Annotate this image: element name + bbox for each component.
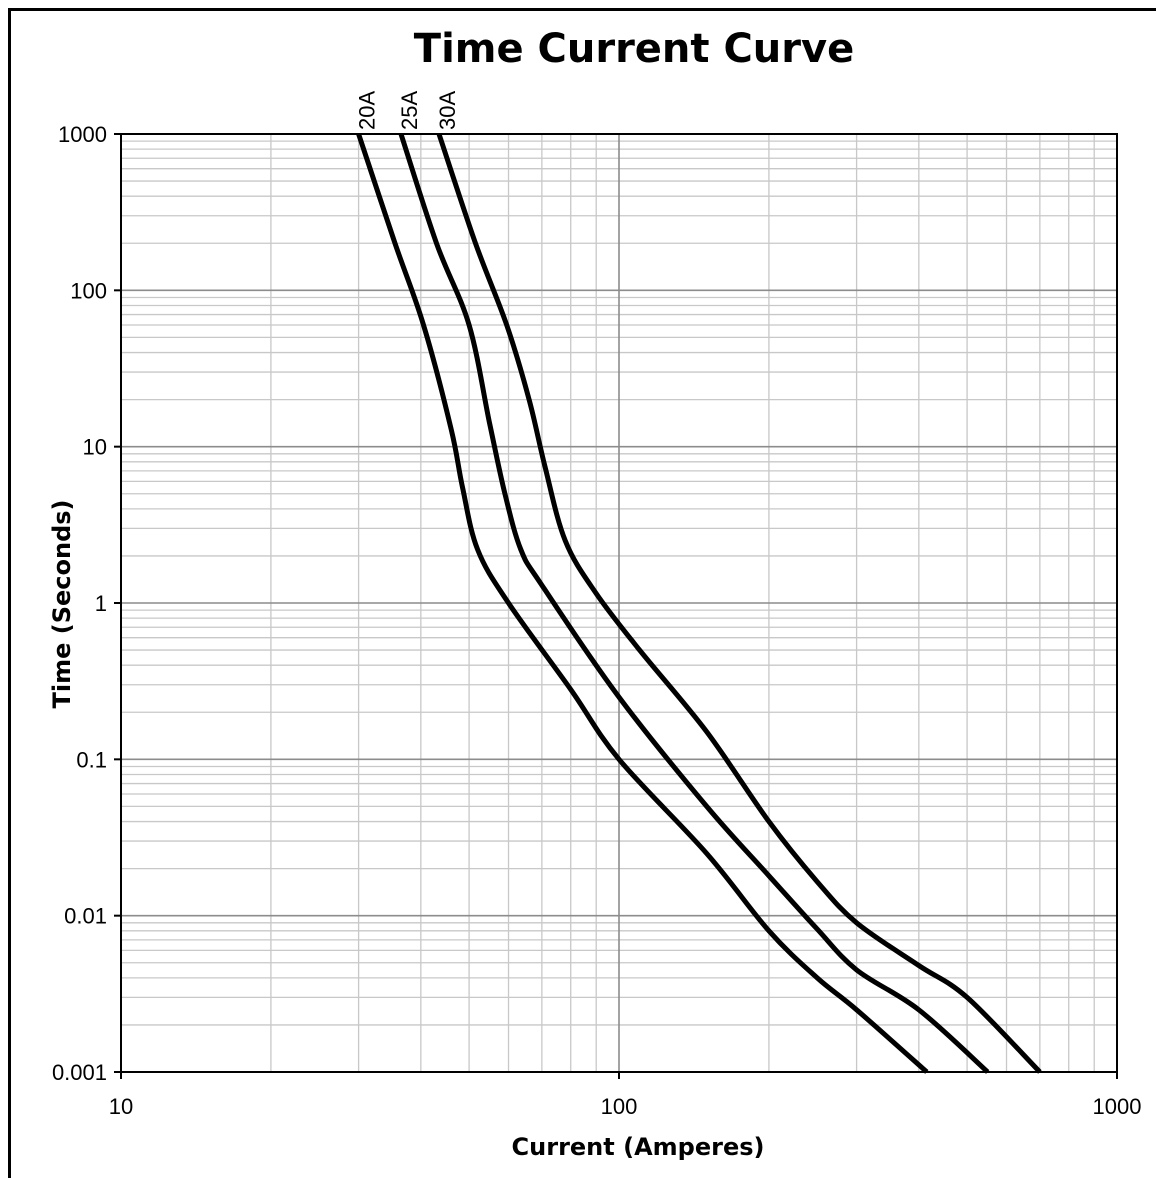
- series-curves: [356, 133, 1042, 1074]
- x-tick-label: 100: [601, 1094, 638, 1119]
- x-tick-label: 10: [109, 1094, 133, 1119]
- chart-frame: [8, 8, 1156, 1178]
- series-label-25a: 25A: [397, 91, 422, 130]
- y-tick-label: 100: [70, 278, 107, 303]
- curve-25a: [398, 133, 990, 1074]
- x-tick-label: 1000: [1093, 1094, 1142, 1119]
- series-label-20a: 20A: [355, 91, 380, 130]
- y-tick-label: 0.1: [76, 747, 107, 772]
- y-axis-label: Time (Seconds): [48, 499, 76, 708]
- x-axis-label: Current (Amperes): [512, 1133, 765, 1161]
- y-tick-label: 0.01: [64, 904, 107, 929]
- curve-20a: [356, 133, 929, 1074]
- plot-grid: [120, 133, 1118, 1073]
- chart-title: Time Current Curve: [414, 26, 854, 72]
- y-tick-label: 0.001: [52, 1060, 107, 1085]
- curve-30a: [436, 133, 1042, 1074]
- series-labels: 20A 25A 30A: [355, 91, 460, 130]
- y-axis-ticks: 0.001 0.01 0.1 1 10 100 1000: [52, 122, 121, 1085]
- x-axis-ticks: 10 100 1000: [109, 1072, 1142, 1119]
- y-tick-label: 1000: [58, 122, 107, 147]
- y-tick-label: 1: [95, 591, 107, 616]
- series-label-30a: 30A: [435, 91, 460, 130]
- y-tick-label: 10: [83, 435, 107, 460]
